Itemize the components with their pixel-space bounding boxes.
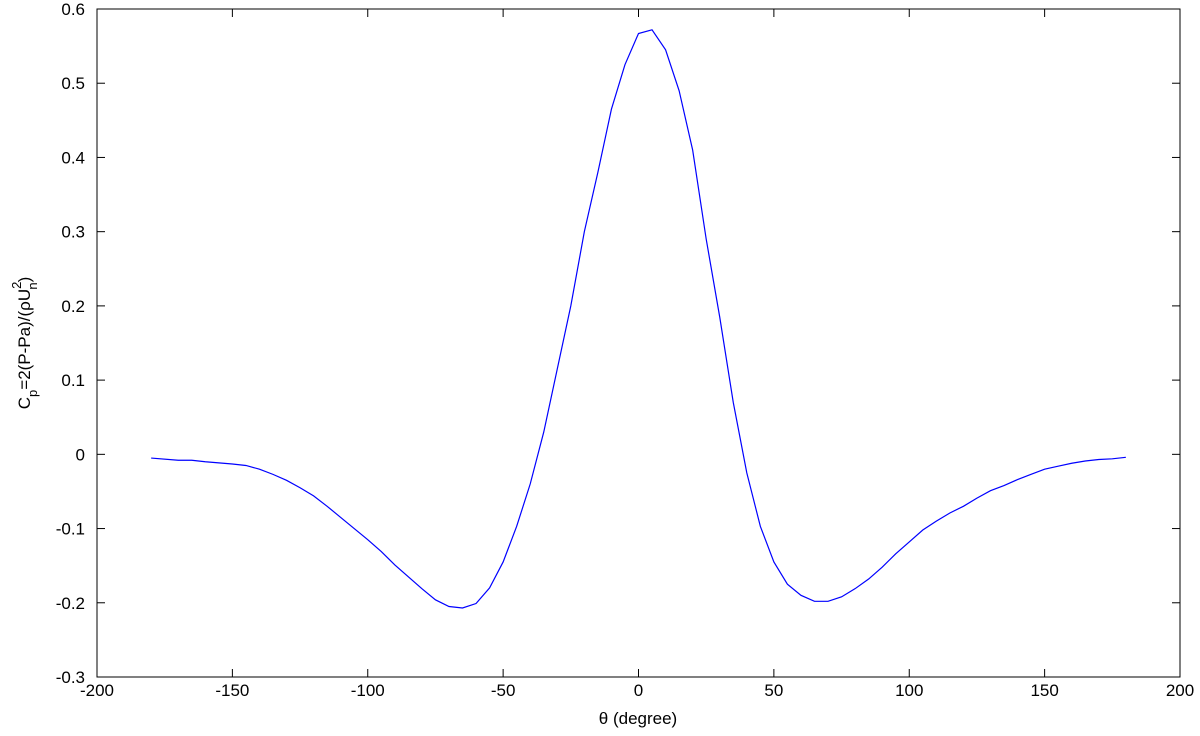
data-line — [151, 29, 1126, 609]
x-tick-label: 50 — [764, 681, 783, 700]
y-tick-label: -0.2 — [56, 594, 85, 613]
y-axis-label-part: C — [15, 397, 34, 409]
y-axis-label: Cp=2(P-Pa)/(ρU2n) — [9, 277, 40, 410]
y-axis-label-part: n — [25, 282, 40, 289]
plot-frame — [96, 8, 1181, 678]
x-tick-label: -150 — [215, 681, 249, 700]
y-tick-label: 0.6 — [61, 0, 85, 19]
y-tick-label: 0.3 — [61, 223, 85, 242]
x-axis-label: θ (degree) — [599, 709, 677, 728]
x-tick-label: -50 — [491, 681, 516, 700]
y-axis-label-part: 2 — [9, 282, 24, 289]
x-tick-label: 0 — [634, 681, 643, 700]
y-tick-label: 0.4 — [61, 148, 85, 167]
y-axis-label-part: ) — [15, 277, 34, 283]
y-tick-label: -0.3 — [56, 668, 85, 687]
x-tick-label: -200 — [80, 681, 114, 700]
x-tick-label: -100 — [351, 681, 385, 700]
y-tick-label: 0.2 — [61, 297, 85, 316]
x-tick-label: 100 — [895, 681, 923, 700]
y-tick-label: -0.1 — [56, 520, 85, 539]
y-axis-label-part: p — [25, 390, 40, 397]
x-tick-label: 200 — [1166, 681, 1194, 700]
y-tick-label: 0.5 — [61, 74, 85, 93]
y-tick-label: 0.1 — [61, 371, 85, 390]
y-axis-label-part: =2(P-Pa)/(ρU — [15, 289, 34, 390]
y-tick-label: 0 — [76, 445, 85, 464]
x-tick-label: 150 — [1030, 681, 1058, 700]
